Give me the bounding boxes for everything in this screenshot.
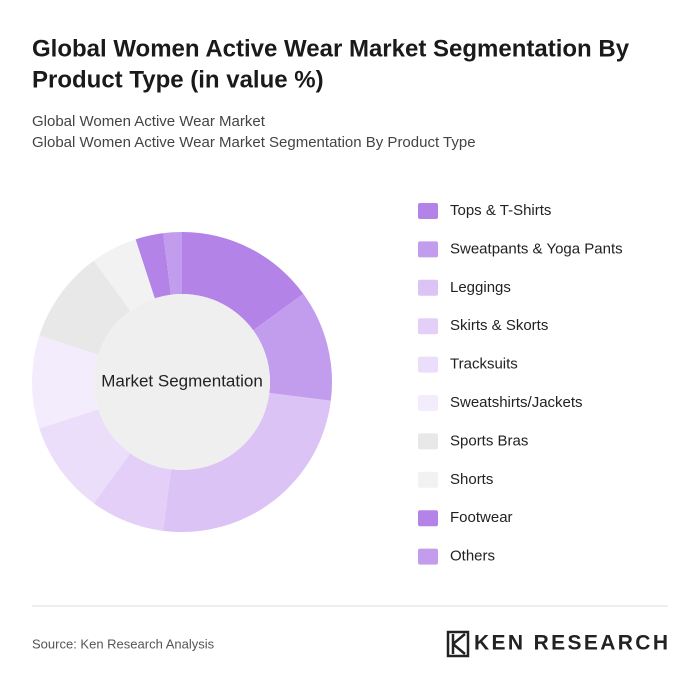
donut-hole — [94, 294, 270, 470]
donut-segment — [253, 293, 332, 401]
legend-label: Sweatshirts/Jackets — [450, 394, 583, 411]
logo-icon — [446, 630, 470, 658]
legend-label: Sports Bras — [450, 432, 528, 449]
donut-segment — [163, 232, 182, 295]
legend-swatch — [418, 318, 438, 335]
chart-title: Global Women Active Wear Market Segmenta… — [32, 35, 630, 62]
donut-segment — [32, 335, 99, 429]
logo: KEN RESEARCH — [446, 630, 668, 658]
legend-swatch — [418, 433, 438, 450]
subtitle: Global Women Active Wear Market — [32, 113, 266, 130]
legend-swatch — [418, 548, 438, 565]
legend-swatch — [418, 203, 438, 219]
legend-label: Shorts — [450, 471, 493, 488]
legend-label: Tops & T-Shirts — [450, 202, 551, 219]
legend-label: Sweatpants & Yoga Pants — [450, 240, 623, 257]
center-label: Market Segmentation — [101, 371, 263, 390]
legend-swatch — [418, 279, 438, 296]
legend-swatch — [418, 510, 438, 527]
donut-segment — [182, 232, 304, 331]
legend-label: Skirts & Skorts — [450, 317, 548, 334]
logo-icon — [451, 633, 466, 655]
donut — [32, 232, 332, 532]
legend-label: Tracksuits — [450, 356, 518, 373]
donut-segment — [93, 453, 171, 531]
legend-swatch — [418, 471, 438, 488]
legend-swatch — [418, 356, 438, 373]
donut-segment — [39, 260, 131, 355]
legend-swatch — [418, 395, 438, 411]
donut-segment — [163, 393, 331, 532]
source: Source: Ken Research Analysis — [32, 636, 215, 651]
donut-segment — [93, 239, 155, 311]
legend-label: Leggings — [450, 279, 511, 296]
logo-text: KEN RESEARCH — [474, 632, 668, 655]
legend-swatch — [418, 241, 438, 258]
subtitle: Global Women Active Wear Market Segmenta… — [32, 134, 476, 151]
legend-label: Footwear — [450, 509, 513, 526]
legend-label: Others — [450, 548, 495, 565]
chart-title: Product Type (in value %) — [32, 66, 324, 93]
legend: Tops & T-Shirts Sweatpants & Yoga Pants Le… — [418, 202, 623, 565]
donut-segment — [39, 409, 131, 504]
donut-segment — [135, 233, 171, 299]
